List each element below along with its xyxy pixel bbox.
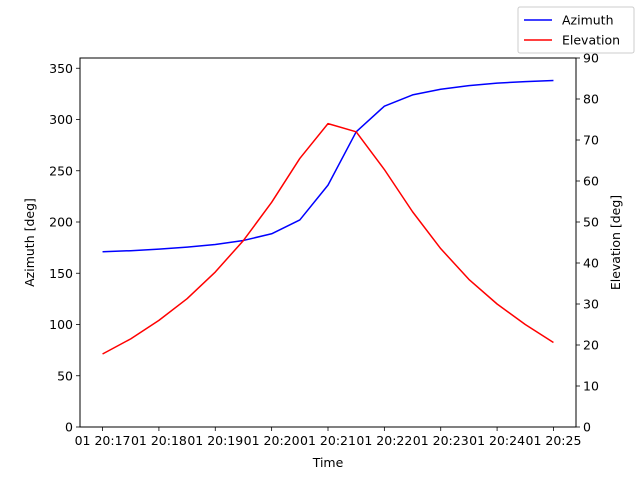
- y-right-tick-label: 90: [583, 51, 599, 66]
- y-right-tick-label: 0: [583, 420, 591, 435]
- y-left-tick-label: 100: [49, 317, 73, 332]
- x-axis: 01 20:17 01 20:18 01 20:19 01 20:20 01 20:21…: [75, 427, 582, 448]
- y-right-tick-label: 60: [583, 174, 599, 189]
- legend: Azimuth Elevation: [517, 6, 635, 54]
- x-tick-label: 01 20:18: [131, 433, 187, 448]
- x-tick-label: 01 20:24: [469, 433, 525, 448]
- plot-lines: [102, 79, 554, 355]
- y-axis-right: 0 10 20 30 40 50 60 70 80 90: [576, 51, 599, 435]
- legend-box: [517, 6, 635, 54]
- y-right-tick-label: 80: [583, 92, 599, 107]
- y-right-tick-label: 50: [583, 215, 599, 230]
- y-axis-right-label: Elevation [deg]: [608, 195, 623, 290]
- y-right-tick-label: 30: [583, 297, 599, 312]
- y-left-tick-label: 50: [57, 368, 73, 383]
- y-left-tick-label: 0: [65, 420, 73, 435]
- y-left-tick-label: 350: [49, 61, 73, 76]
- legend-label-azimuth: Azimuth: [562, 13, 614, 28]
- x-tick-label: 01 20:22: [356, 433, 412, 448]
- series-line-elevation: [102, 122, 554, 355]
- legend-label-elevation: Elevation: [562, 33, 620, 48]
- x-tick-label: 01 20:23: [413, 433, 469, 448]
- y-right-tick-label: 10: [583, 379, 599, 394]
- x-axis-label: Time: [312, 455, 344, 470]
- x-tick-label: 01 20:25: [526, 433, 582, 448]
- x-tick-label: 01 20:19: [187, 433, 243, 448]
- x-tick-label: 01 20:21: [300, 433, 356, 448]
- x-tick-label: 01 20:17: [75, 433, 131, 448]
- series-line-azimuth: [102, 79, 554, 253]
- y-left-tick-label: 200: [49, 215, 73, 230]
- y-left-tick-label: 300: [49, 112, 73, 127]
- y-right-tick-label: 40: [583, 256, 599, 271]
- y-left-tick-label: 250: [49, 163, 73, 178]
- x-tick-label: 01 20:20: [244, 433, 300, 448]
- y-right-tick-label: 70: [583, 133, 599, 148]
- y-axis-left-label: Azimuth [deg]: [22, 198, 37, 287]
- plot-frame: [79, 57, 577, 428]
- y-right-tick-label: 20: [583, 338, 599, 353]
- y-axis-left: 0 50 100 150 200 250 300 350: [49, 61, 80, 435]
- y-left-tick-label: 150: [49, 266, 73, 281]
